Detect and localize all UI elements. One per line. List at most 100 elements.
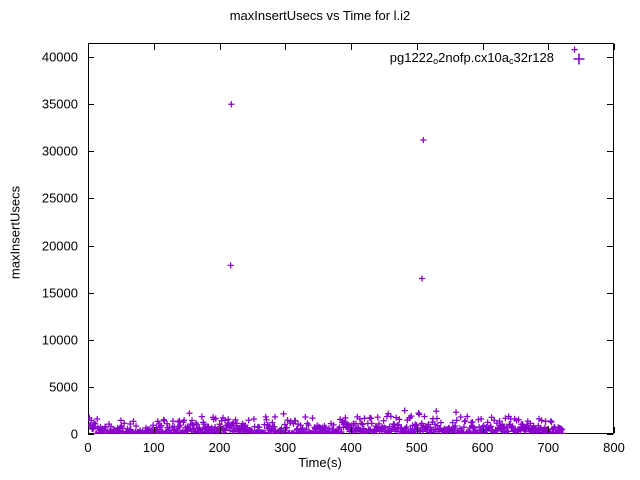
data-point — [387, 413, 394, 420]
data-point — [163, 420, 171, 427]
data-point — [175, 418, 182, 425]
data-point — [425, 421, 432, 428]
data-point — [155, 430, 162, 434]
data-point — [437, 419, 445, 426]
data-point — [433, 415, 441, 422]
data-point — [462, 417, 469, 425]
data-point — [132, 422, 140, 430]
data-point — [330, 421, 337, 429]
y-axis-tick-label: 20000 — [41, 238, 78, 254]
data-point — [256, 424, 263, 431]
data-point — [457, 413, 464, 421]
y-axis-tick-mark — [88, 57, 94, 58]
data-point — [467, 430, 474, 434]
data-point — [504, 428, 512, 434]
x-axis-tick-label: 700 — [537, 440, 560, 455]
data-point — [415, 410, 422, 417]
y-axis-tick-label: 35000 — [41, 96, 78, 112]
data-point — [221, 417, 229, 424]
data-point — [338, 428, 345, 434]
y-axis-tick-label: 25000 — [41, 190, 78, 206]
data-point — [280, 410, 287, 417]
x-axis-tick-mark — [417, 427, 418, 433]
data-point — [403, 423, 410, 431]
data-point — [177, 422, 184, 429]
data-point — [418, 275, 426, 282]
data-point — [200, 421, 207, 428]
data-point — [547, 417, 554, 425]
data-point — [240, 422, 248, 430]
plot-canvas — [88, 46, 578, 434]
y-axis-tick-mark — [88, 151, 94, 152]
data-point — [453, 417, 460, 424]
data-point — [515, 416, 522, 423]
legend: pg1222o2nofp.cx10ac32r128 — [320, 50, 590, 70]
x-axis-tick-mark-top — [351, 44, 352, 50]
x-axis-tick-mark — [548, 427, 549, 433]
x-axis-tick-label: 200 — [208, 440, 231, 455]
data-point — [487, 423, 495, 430]
data-point — [225, 416, 232, 423]
data-point — [420, 136, 427, 144]
y-axis-tick-mark-right — [607, 57, 613, 58]
data-point — [271, 413, 279, 420]
x-axis-tick-mark-top — [88, 44, 89, 50]
data-point — [250, 415, 258, 423]
data-point — [334, 430, 341, 434]
data-point — [325, 425, 333, 432]
y-axis-tick-mark-right — [607, 293, 613, 294]
data-point — [464, 413, 471, 420]
data-point — [181, 417, 188, 424]
data-point — [382, 424, 389, 432]
x-axis-tick-mark-top — [483, 44, 484, 50]
x-axis-tick-label: 100 — [142, 440, 165, 455]
data-point — [198, 429, 205, 434]
data-point — [262, 413, 269, 420]
data-point — [499, 428, 506, 434]
y-axis-tick-label: 0 — [70, 426, 78, 442]
legend-plus-marker-icon — [573, 53, 585, 65]
y-axis-tick-mark-right — [607, 387, 613, 388]
y-axis-tick-mark — [88, 434, 94, 435]
x-axis-tick-mark — [285, 427, 286, 433]
y-axis-tick-mark — [88, 293, 94, 294]
data-point — [470, 423, 477, 431]
data-point — [368, 415, 375, 422]
data-point — [502, 415, 509, 422]
data-point — [368, 420, 375, 427]
data-point — [267, 430, 274, 434]
data-point — [233, 420, 240, 427]
y-axis-tick-mark-right — [607, 246, 613, 247]
data-point — [322, 424, 329, 431]
data-point — [294, 425, 301, 432]
data-point — [546, 429, 553, 434]
data-point — [499, 421, 506, 428]
y-axis-tick-label: 15000 — [41, 285, 78, 301]
data-point — [416, 411, 423, 418]
y-axis-tick-label: 30000 — [41, 143, 78, 159]
data-point — [517, 427, 524, 434]
data-point — [460, 423, 468, 431]
y-axis-tick-label: 40000 — [41, 49, 78, 65]
data-point-group — [88, 46, 578, 434]
data-point — [169, 418, 177, 425]
data-point — [469, 418, 476, 426]
data-point — [88, 422, 94, 429]
data-point — [393, 414, 400, 421]
data-point — [508, 424, 515, 431]
x-axis-title: Time(s) — [298, 455, 342, 470]
data-point — [466, 429, 473, 434]
data-point — [91, 423, 98, 430]
y-axis-tick-mark — [88, 246, 94, 247]
plot-frame — [88, 43, 614, 434]
data-point — [361, 415, 368, 422]
data-point — [157, 422, 165, 429]
data-point — [229, 420, 236, 428]
data-point — [396, 416, 403, 423]
x-axis-tick-label: 0 — [84, 440, 92, 455]
data-point — [271, 423, 278, 430]
data-point — [176, 417, 183, 425]
data-point — [193, 421, 200, 428]
data-point — [559, 430, 566, 434]
data-point — [127, 426, 134, 433]
